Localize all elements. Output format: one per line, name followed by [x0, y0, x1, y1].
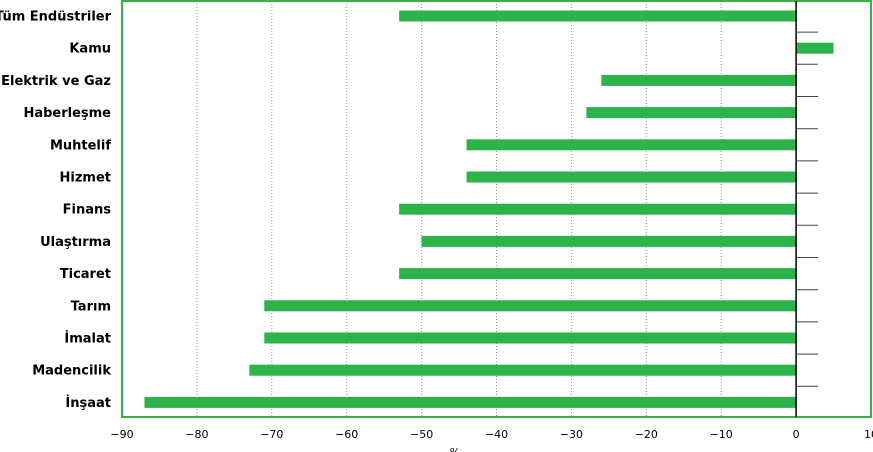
category-label: İmalat: [64, 331, 111, 347]
bar: [796, 42, 834, 54]
category-label: Haberleşme: [23, 106, 111, 121]
bar: [586, 107, 797, 119]
bar: [249, 364, 797, 376]
category-label: Ulaştırma: [40, 235, 111, 250]
category-label: İnşaat: [65, 395, 111, 411]
x-tick-label: 0: [793, 428, 800, 441]
category-label: Kamu: [69, 42, 111, 57]
bars-layer: [144, 10, 834, 408]
category-label: Madencilik: [32, 364, 111, 379]
bar: [466, 171, 797, 183]
category-label: Tarım: [71, 299, 111, 314]
x-tick-label: −60: [335, 428, 358, 441]
x-axis-title: %: [450, 446, 460, 452]
bar: [421, 235, 797, 247]
label-layer: Tüm Endüstriler Kamu Elektrik ve Gaz Haberl…: [0, 10, 873, 442]
x-tick-label: −80: [185, 428, 208, 441]
bar: [264, 332, 797, 344]
x-tick-label: 10: [864, 428, 873, 441]
x-tick-label: −20: [635, 428, 658, 441]
category-label: Elektrik ve Gaz: [1, 74, 111, 89]
x-tick-label: −50: [410, 428, 433, 441]
x-tick-label: −10: [710, 428, 733, 441]
x-tick-label: −90: [110, 428, 133, 441]
axis-layer: [121, 0, 872, 418]
category-label: Finans: [63, 203, 112, 218]
x-tick-label: −70: [260, 428, 283, 441]
bar: [466, 139, 797, 151]
category-label: Tüm Endüstriler: [0, 10, 112, 25]
bar: [264, 300, 797, 312]
category-label: Muhtelif: [50, 138, 111, 153]
category-label: Ticaret: [60, 267, 111, 282]
bar: [399, 10, 797, 22]
bar: [144, 396, 797, 408]
x-tick-label: −30: [560, 428, 583, 441]
category-label: Hizmet: [60, 171, 111, 186]
bar: [399, 268, 797, 280]
bar: [399, 203, 797, 215]
plot-frame: [121, 0, 872, 418]
bar: [601, 74, 797, 86]
x-tick-label: −40: [485, 428, 508, 441]
